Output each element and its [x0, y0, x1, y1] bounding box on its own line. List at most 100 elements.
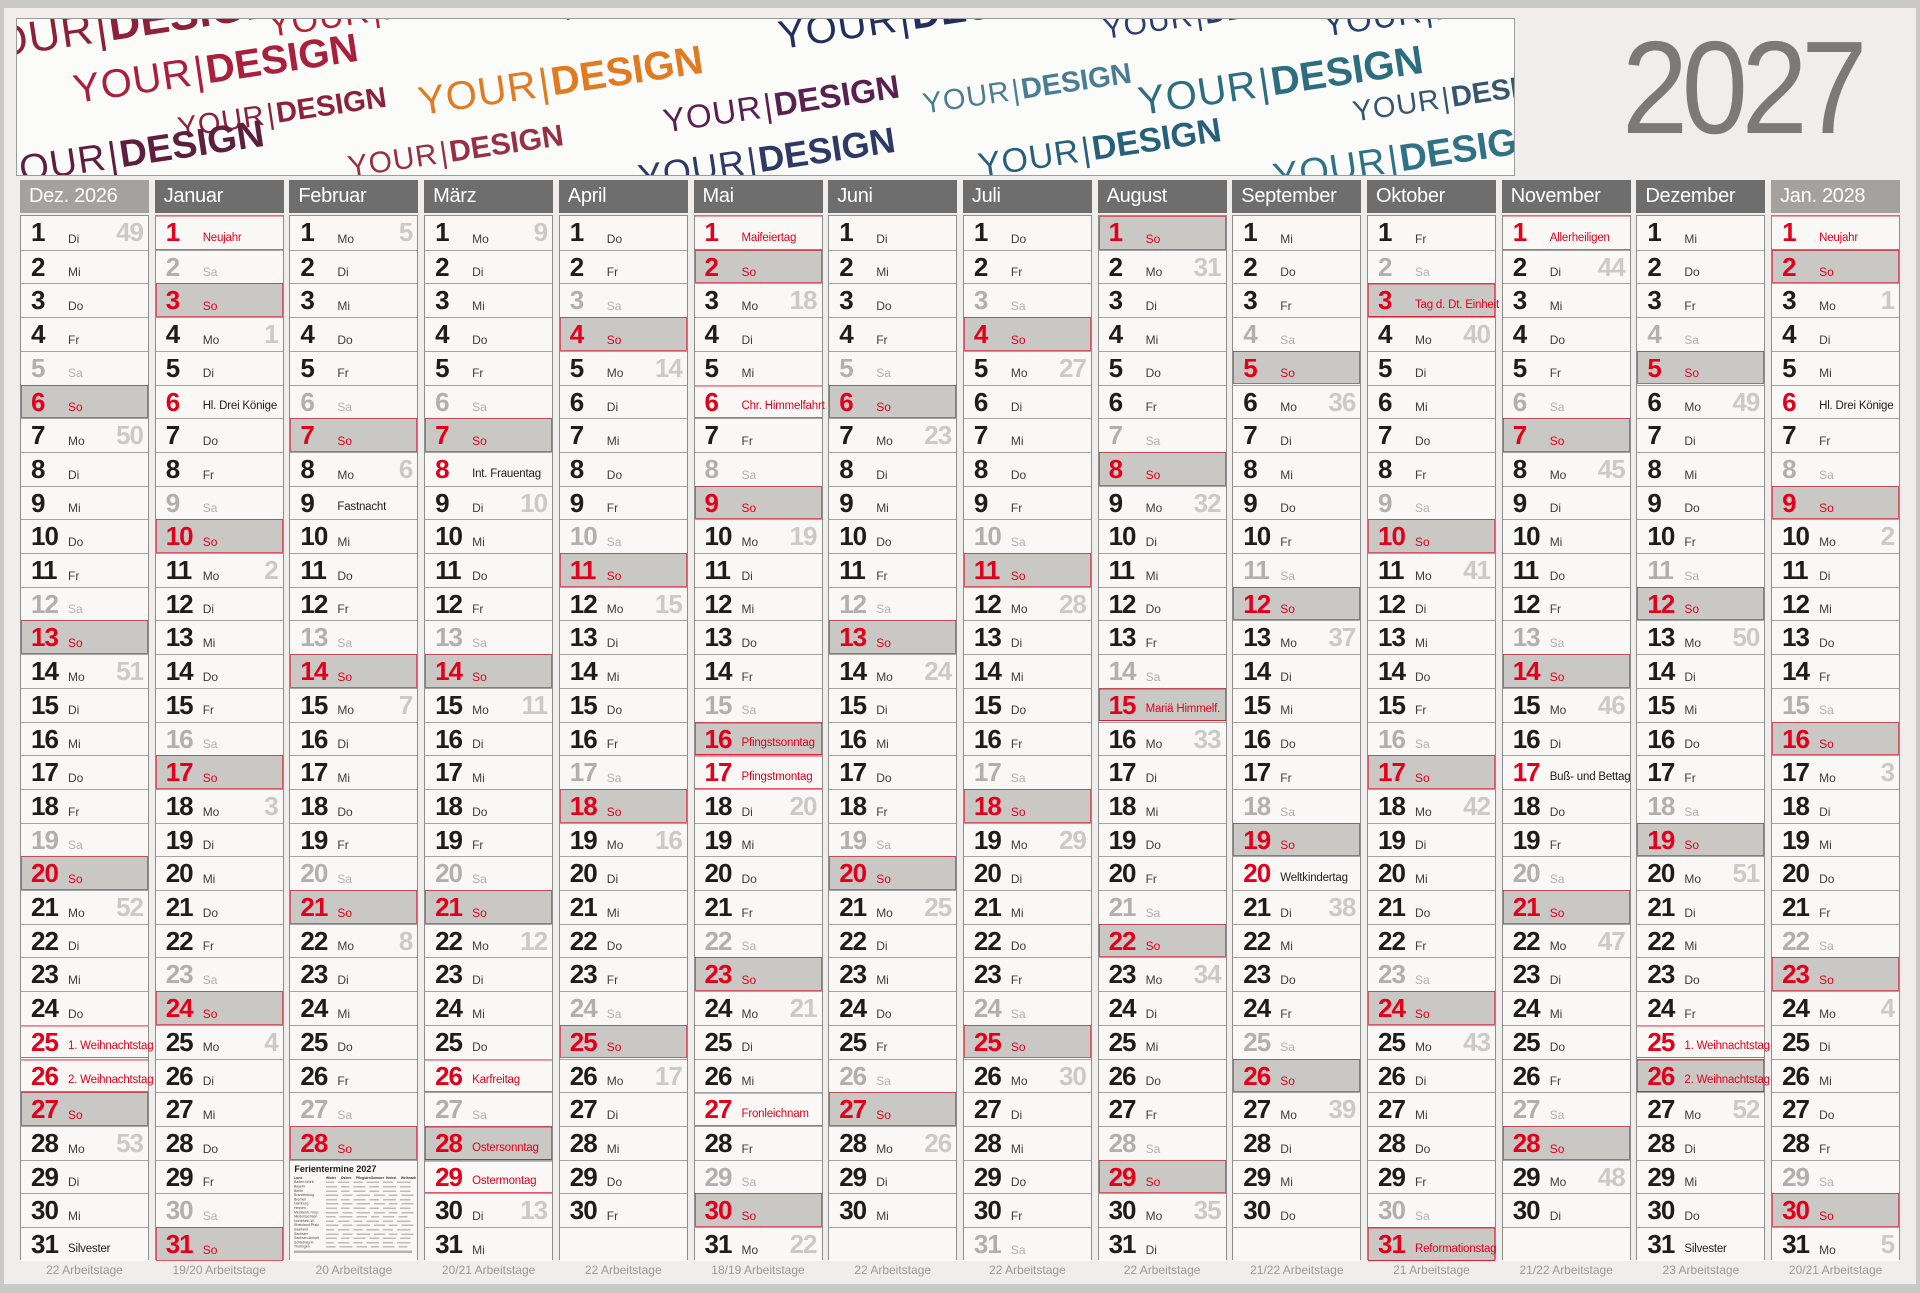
weekday-label: Sa — [606, 534, 622, 549]
day-cell: 9 Fr — [559, 485, 687, 520]
weekday-label: Sa — [876, 366, 891, 381]
day-number: 2 — [435, 251, 450, 282]
weekday-label: Do — [1415, 905, 1431, 920]
day-cell: 29 Mi — [1637, 1159, 1765, 1194]
week-number: 43 — [1463, 1026, 1491, 1057]
day-cell: 19 Do — [1098, 822, 1226, 857]
weekday-label: So — [337, 669, 353, 684]
day-cell: 24 Mi — [290, 991, 418, 1025]
day-cell: 6 Hl. Drei Könige — [155, 384, 283, 419]
day-number: 14 — [1647, 656, 1675, 687]
day-number: 6 — [1512, 386, 1528, 417]
weekday-label: Di — [1010, 636, 1023, 651]
day-cell: 3 Sa — [963, 283, 1091, 318]
week-number: 31 — [1193, 251, 1222, 282]
day-number: 15 — [1108, 689, 1137, 720]
weekday-label: Di — [741, 332, 753, 347]
weekday-label: Mo — [741, 534, 759, 549]
day-number: 20 — [839, 858, 867, 889]
day-number: 6 — [1782, 386, 1797, 417]
day-cell: 23 Di — [1502, 957, 1630, 992]
day-cell: 4 So — [559, 317, 687, 351]
weekday-label: Do — [1145, 838, 1161, 853]
weekday-label: So — [1280, 366, 1295, 381]
day-cell: 29 Mo 48 — [1502, 1159, 1630, 1194]
weekday-label: Sa — [68, 366, 83, 381]
day-cell: 20 Sa — [425, 856, 553, 890]
day-number: 6 — [839, 386, 854, 417]
day-number: 17 — [839, 757, 867, 788]
weekday-label: Mi — [1280, 939, 1293, 954]
day-cell: 13 Do — [694, 620, 822, 655]
day-cell: 14 Do — [155, 654, 283, 688]
day-number: 16 — [31, 723, 59, 754]
day-number: 10 — [1378, 521, 1406, 552]
day-cell: 13 Sa — [1502, 620, 1630, 655]
weekday-label: Do — [1280, 1208, 1296, 1223]
day-number: 9 — [165, 487, 181, 518]
month-column: 1 Di 2 Mi 3 Do 4 Fr 5 Sa 6 So 7 Mo 23 8 Di 9 Mi 10 Do 11 Fr 12 S… — [828, 215, 958, 1261]
day-number: 10 — [1108, 521, 1137, 552]
day-number: 8 — [1782, 453, 1797, 484]
day-number: 15 — [704, 689, 733, 720]
weekday-label: So — [741, 501, 757, 516]
holiday-label: Ostermontag — [472, 1175, 537, 1188]
day-number: 20 — [1243, 858, 1271, 889]
day-cell: 12 Di — [1368, 586, 1495, 621]
day-cell: 12 Mo 15 — [559, 586, 687, 621]
week-number: 5 — [398, 217, 414, 247]
day-cell: 17 Mo 3 — [1772, 755, 1900, 789]
day-number: 11 — [165, 555, 192, 585]
weekday-label: Mi — [1415, 1107, 1428, 1122]
weekday-label: So — [202, 1242, 218, 1257]
weekday-label: Di — [1549, 737, 1562, 752]
day-cell: 18 Fr — [21, 788, 148, 823]
day-cell: 5 Sa — [21, 350, 148, 385]
day-cell: 14 Mi — [559, 654, 687, 688]
day-cell: 17 Mi — [425, 755, 553, 789]
day-cell: 30 Di — [1502, 1193, 1630, 1227]
weekday-label: Sa — [606, 299, 622, 314]
day-number: 16 — [1782, 723, 1810, 754]
day-number: 25 — [300, 1026, 328, 1057]
ferientermine-row: Mecklenb.-Vorp. — [294, 1210, 417, 1214]
day-number: 7 — [1512, 420, 1528, 451]
day-cell: 29 Fr — [1368, 1159, 1495, 1194]
weekday-label: Mo — [1819, 770, 1836, 785]
workdays-label: 20/21 Arbeitstage — [1788, 1262, 1883, 1277]
day-number: 5 — [973, 352, 989, 383]
day-cell: 10 Sa — [963, 519, 1091, 553]
day-cell: 7 Di — [1637, 418, 1765, 452]
day-number: 4 — [1782, 319, 1797, 350]
weekday-label: Di — [337, 973, 349, 988]
day-number: 7 — [1647, 420, 1662, 451]
weekday-label: Mo — [472, 939, 489, 954]
day-cell: 28 Fr — [694, 1125, 822, 1160]
day-cell: 28 So — [1502, 1125, 1630, 1160]
day-number: 20 — [300, 858, 328, 889]
day-cell: 10 Fr — [1233, 519, 1361, 553]
day-cell: 4 Mo 1 — [155, 317, 283, 351]
day-cell: 23 Fr — [559, 957, 687, 992]
weekday-label: So — [1819, 501, 1834, 516]
day-cell: 29 Sa — [1772, 1159, 1900, 1194]
weekday-label: Do — [472, 1040, 488, 1055]
day-cell: 15 Mi — [1233, 687, 1361, 722]
weekday-label: Fr — [202, 467, 215, 482]
weekday-label: Do — [876, 770, 892, 785]
weekday-label: Fr — [1010, 265, 1023, 280]
weekday-label: Mi — [1819, 366, 1832, 381]
day-cell: 13 So — [829, 620, 957, 655]
day-cell: 20 Mi — [155, 856, 283, 890]
day-number: 25 — [1782, 1026, 1810, 1057]
day-cell: 21 Di 38 — [1233, 890, 1361, 924]
weekday-label: Do — [68, 534, 84, 549]
day-cell: 3 Mo 18 — [694, 283, 822, 318]
day-number: 15 — [569, 689, 598, 720]
day-cell: 31 Di — [1098, 1227, 1226, 1261]
month-column: 1 Mo 9 2 Di 3 Mi 4 Do 5 Fr 6 Sa 7 So 8 Int. Frauentag 9 Di… — [424, 215, 554, 1261]
weekday-label: Fr — [1684, 299, 1696, 314]
day-number: 16 — [569, 723, 598, 754]
day-number: 25 — [1647, 1026, 1675, 1057]
day-cell: 5 Mi — [694, 350, 822, 385]
